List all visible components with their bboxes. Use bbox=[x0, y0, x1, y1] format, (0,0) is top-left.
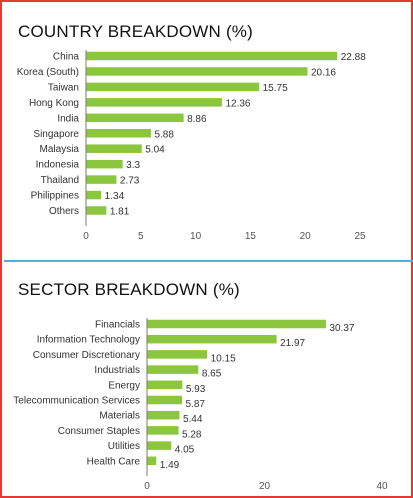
sector-category-label: Telecommunication Services bbox=[13, 396, 140, 407]
country-breakdown-title: COUNTRY BREAKDOWN (%) bbox=[18, 22, 253, 41]
sector-breakdown-title: SECTOR BREAKDOWN (%) bbox=[18, 280, 240, 299]
sector-value-label: 10.15 bbox=[211, 353, 236, 364]
country-value-label: 3.3 bbox=[126, 160, 140, 171]
sector-bar bbox=[147, 334, 277, 344]
country-bar bbox=[86, 175, 117, 184]
country-category-label: India bbox=[57, 113, 79, 124]
sector-category-label: Health Care bbox=[87, 456, 141, 467]
sector-breakdown-chart: Financials 30.37 Information Technology 21.… bbox=[13, 318, 388, 492]
sector-value-label: 5.87 bbox=[185, 399, 205, 410]
country-category-label: China bbox=[53, 52, 80, 63]
country-value-label: 22.88 bbox=[341, 52, 366, 63]
country-x-tick-label: 20 bbox=[300, 231, 312, 242]
sector-value-label: 8.65 bbox=[202, 369, 222, 380]
country-category-label: Philippines bbox=[31, 191, 79, 202]
country-bar bbox=[86, 206, 107, 215]
sector-x-tick-label: 40 bbox=[376, 481, 388, 492]
country-value-label: 8.86 bbox=[187, 114, 207, 125]
sector-category-label: Industrials bbox=[94, 365, 140, 376]
country-bar bbox=[86, 129, 151, 138]
sector-category-label: Consumer Discretionary bbox=[33, 350, 140, 361]
country-category-label: Hong Kong bbox=[29, 98, 79, 109]
country-bar bbox=[86, 98, 222, 107]
sector-category-label: Utilities bbox=[108, 441, 140, 452]
sector-x-tick-label: 20 bbox=[259, 481, 271, 492]
sector-value-label: 30.37 bbox=[329, 323, 354, 334]
country-value-label: 5.04 bbox=[145, 145, 165, 156]
sector-breakdown-panel: SECTOR BREAKDOWN (%) Financials 30.37 Info… bbox=[6, 264, 409, 496]
country-value-label: 5.88 bbox=[154, 129, 174, 140]
country-category-label: Malaysia bbox=[40, 144, 80, 155]
sector-bar bbox=[147, 426, 179, 435]
sector-bar bbox=[147, 395, 182, 405]
country-x-tick-label: 0 bbox=[83, 231, 89, 242]
country-category-label: Singapore bbox=[33, 129, 79, 140]
sector-value-label: 4.05 bbox=[175, 445, 195, 456]
country-value-label: 15.75 bbox=[263, 83, 288, 94]
sector-category-label: Energy bbox=[108, 380, 140, 391]
country-bar bbox=[86, 67, 308, 76]
sector-category-label: Consumer Staples bbox=[58, 426, 140, 437]
country-category-label: Taiwan bbox=[48, 82, 79, 93]
sector-value-label: 5.44 bbox=[183, 414, 203, 425]
sector-bar bbox=[147, 456, 157, 466]
country-bar bbox=[86, 159, 123, 169]
sector-value-label: 5.28 bbox=[182, 429, 202, 440]
country-breakdown-panel: COUNTRY BREAKDOWN (%) China 22.88 Korea (S… bbox=[6, 4, 409, 246]
sector-category-label: Information Technology bbox=[37, 335, 140, 346]
country-breakdown-chart: China 22.88 Korea (South) 20.16 Taiwan 15.75 H… bbox=[17, 50, 366, 242]
sector-category-label: Financials bbox=[95, 320, 140, 331]
country-value-label: 1.34 bbox=[105, 191, 125, 202]
country-bar bbox=[86, 82, 260, 92]
country-x-tick-label: 10 bbox=[190, 231, 202, 242]
country-x-tick-label: 15 bbox=[245, 231, 257, 242]
country-category-label: Others bbox=[49, 206, 79, 217]
sector-bar bbox=[147, 350, 208, 359]
sector-value-label: 21.97 bbox=[280, 338, 305, 349]
country-bar bbox=[86, 190, 102, 200]
country-x-tick-label: 25 bbox=[354, 231, 366, 242]
sector-category-label: Materials bbox=[99, 411, 140, 422]
sector-bar bbox=[147, 380, 183, 390]
sector-bar bbox=[147, 319, 326, 329]
country-category-label: Korea (South) bbox=[17, 67, 79, 78]
country-category-label: Indonesia bbox=[36, 160, 80, 171]
country-bar bbox=[86, 51, 338, 61]
country-value-label: 20.16 bbox=[311, 67, 336, 78]
sector-value-label: 1.49 bbox=[160, 460, 180, 471]
country-value-label: 12.36 bbox=[225, 98, 250, 109]
country-value-label: 1.81 bbox=[110, 207, 130, 218]
sector-bar bbox=[147, 365, 199, 374]
country-bar bbox=[86, 144, 142, 153]
country-bar bbox=[86, 113, 184, 123]
sector-bar bbox=[147, 441, 172, 450]
sector-x-tick-label: 0 bbox=[144, 481, 150, 492]
section-separator bbox=[4, 260, 413, 262]
sector-bar bbox=[147, 410, 180, 420]
sector-value-label: 5.93 bbox=[186, 384, 206, 395]
country-category-label: Thailand bbox=[41, 175, 79, 186]
country-x-tick-label: 5 bbox=[138, 231, 144, 242]
country-value-label: 2.73 bbox=[120, 176, 140, 187]
